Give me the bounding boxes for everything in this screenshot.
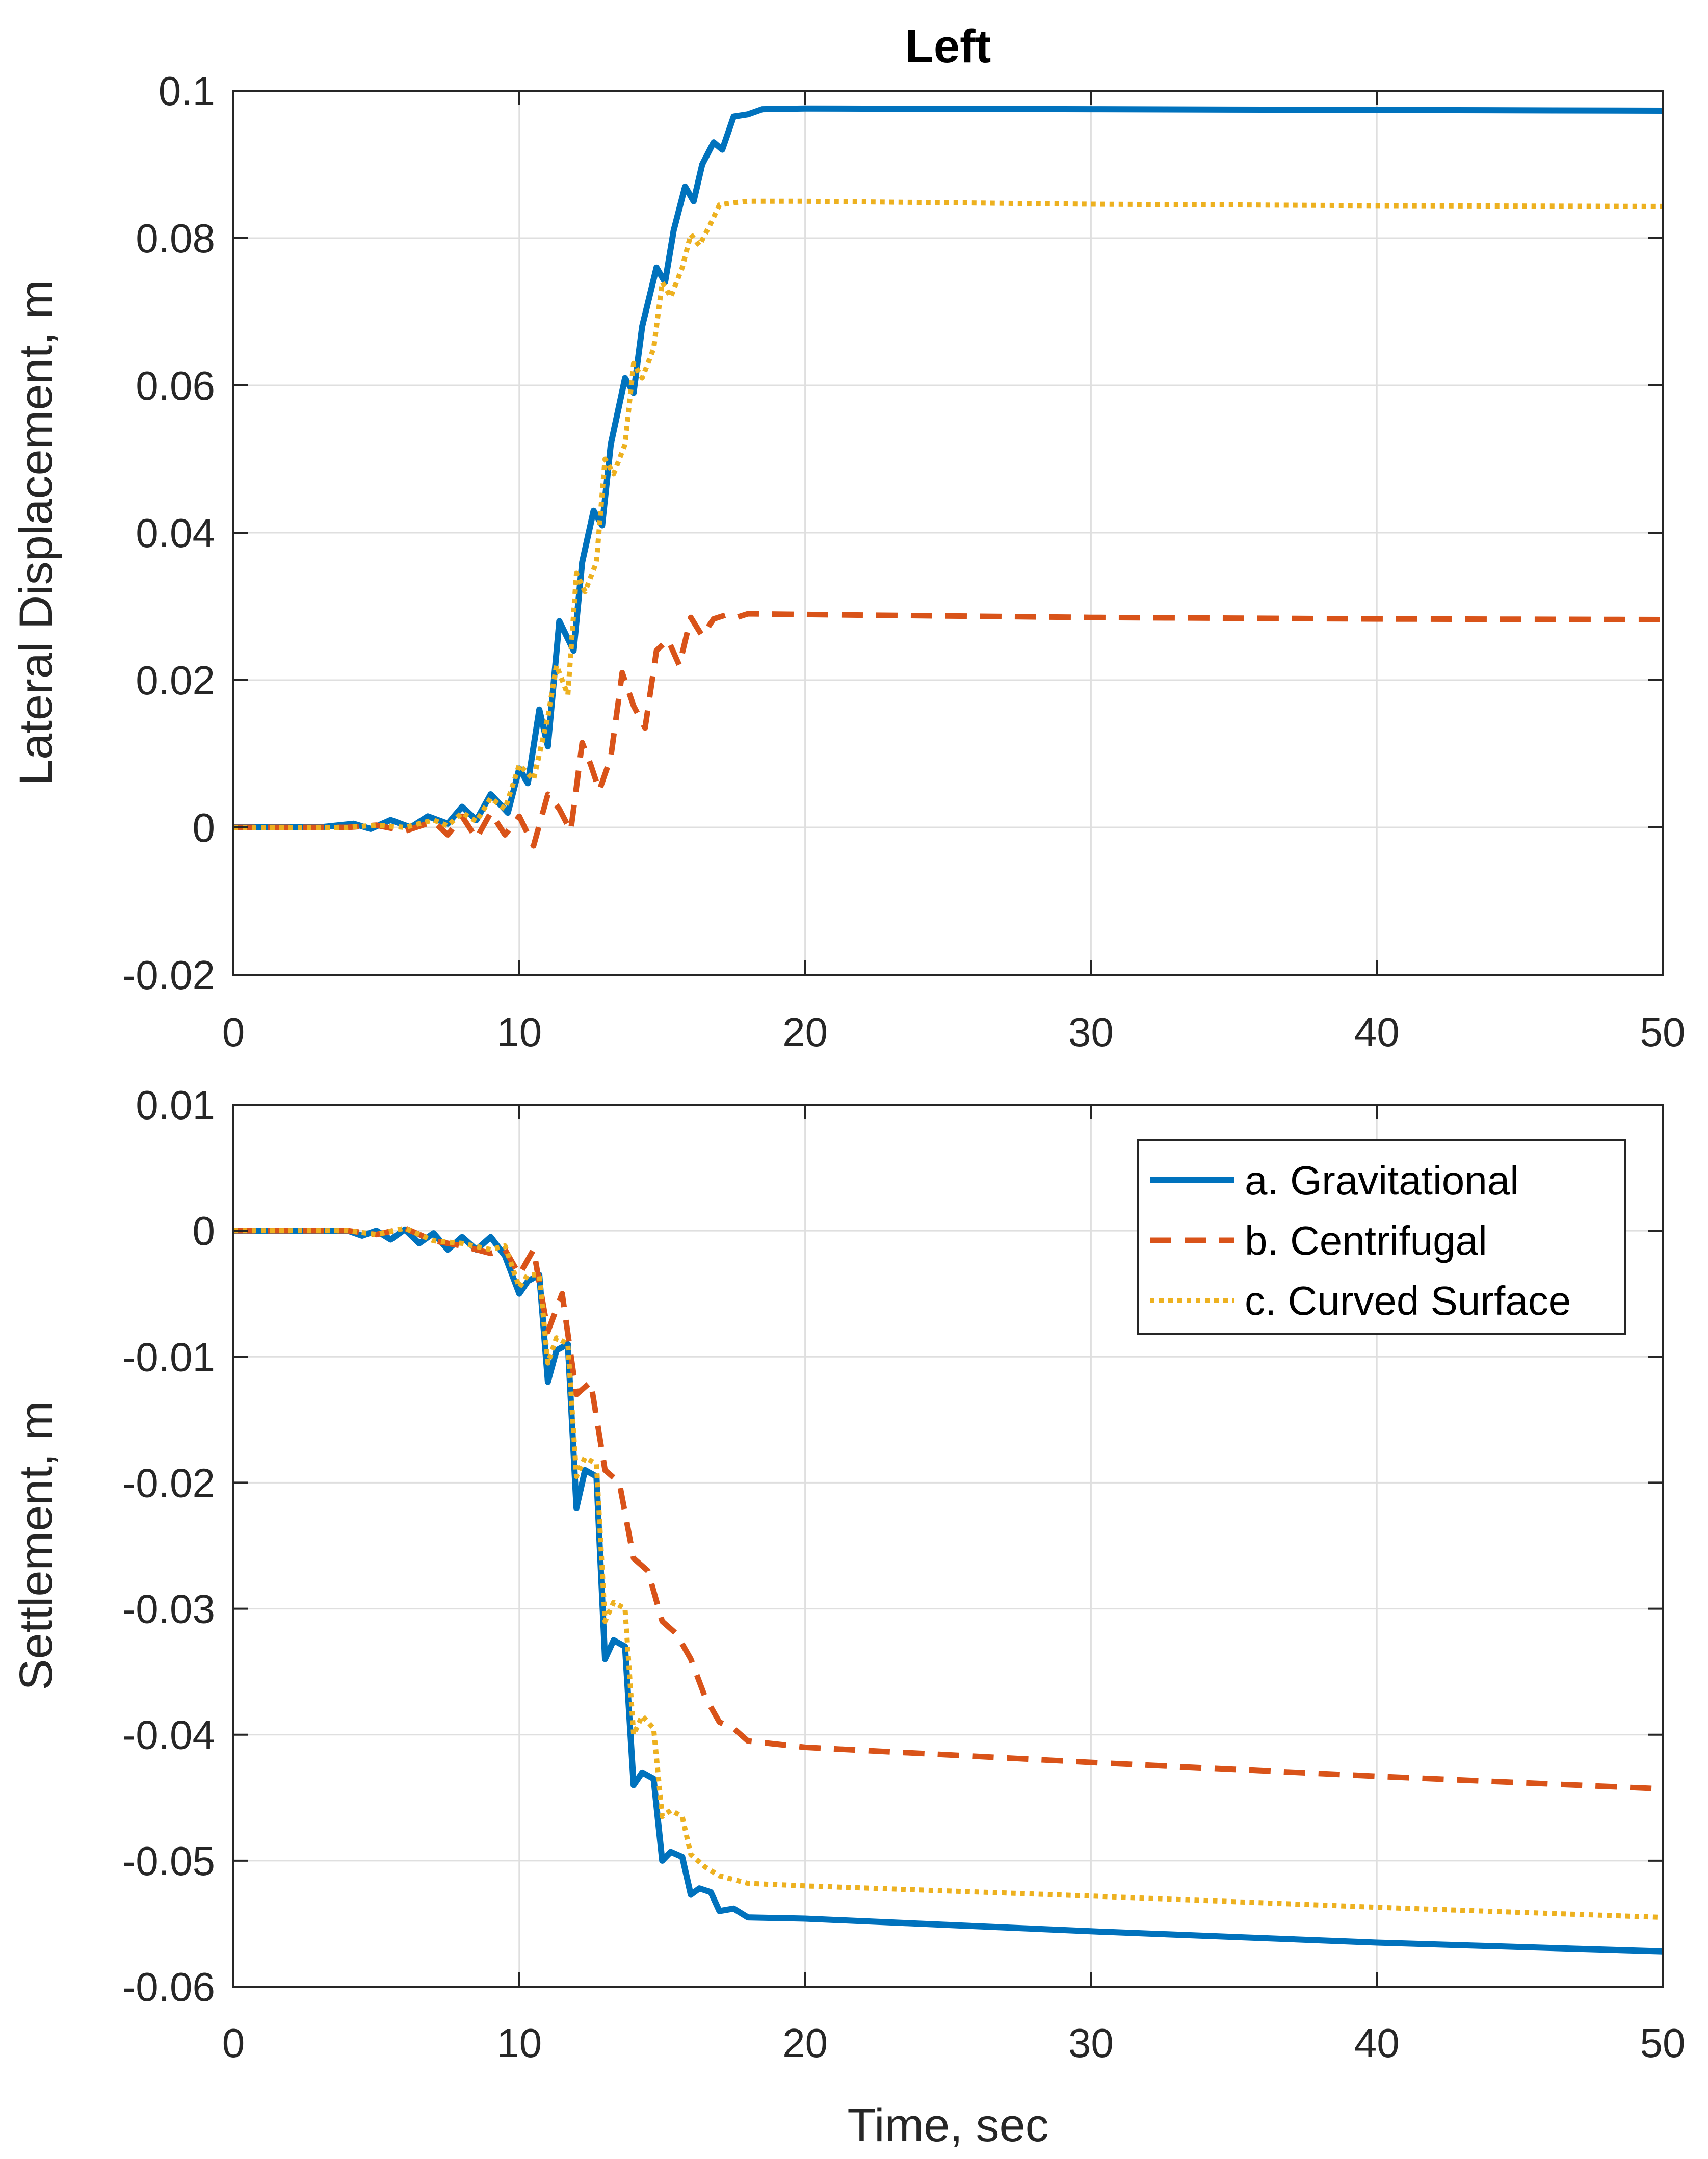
- settlement-plot: 0 10 20 30 40 50 -0.06 -0.05 -0.04 -0.03 -0.02 -0.0…: [10, 1082, 1685, 2151]
- y-tick-label: -0.02: [122, 952, 215, 998]
- x-tick-label: 50: [1640, 1009, 1686, 1055]
- y-tick-label: 0.02: [136, 658, 215, 703]
- x-tick-label: 10: [496, 1009, 542, 1055]
- y-tick-label: 0.04: [136, 510, 215, 556]
- series-group: [233, 105, 1663, 849]
- x-tick-label: 0: [222, 2020, 245, 2066]
- series-line-a-gravitational: [233, 105, 1663, 832]
- y-tick-label: -0.02: [122, 1460, 215, 1505]
- y-tick-label: 0: [193, 1208, 216, 1254]
- x-tick-label: 20: [782, 2020, 828, 2066]
- y-tick-label: -0.03: [122, 1586, 215, 1632]
- y-tick-label: 0.1: [159, 68, 215, 114]
- x-tick-label: 20: [782, 1009, 828, 1055]
- series-line-c-curved-surface: [233, 198, 1663, 830]
- legend: a. Gravitational b. Centrifugal c. Curved …: [1137, 1139, 1626, 1335]
- y-tick-label: -0.05: [122, 1838, 215, 1884]
- lateral-displacement-plot: 0 10 20 30 40 50-0.0200.020.040.060.080.1Late…: [10, 68, 1685, 1055]
- series-group: [233, 1225, 1663, 1955]
- y-tick-label: -0.01: [122, 1334, 215, 1380]
- x-tick-label: 30: [1068, 1009, 1114, 1055]
- y-tick-label: -0.06: [122, 1964, 215, 2010]
- series-line-b-centrifugal: [233, 611, 1663, 849]
- x-tick-label: 40: [1354, 1009, 1400, 1055]
- x-tick-label: 40: [1354, 2020, 1400, 2066]
- x-axis-label: Time, sec: [847, 2099, 1048, 2151]
- y-tick-label: 0.01: [136, 1082, 215, 1128]
- x-tick-label: 10: [496, 2020, 542, 2066]
- y-tick-label: -0.04: [122, 1712, 215, 1758]
- legend-box: [1137, 1139, 1626, 1335]
- series-line-c-curved-surface: [233, 1226, 1663, 1920]
- y-tick-label: 0: [193, 805, 216, 850]
- y-tick-label: 0.08: [136, 216, 215, 261]
- figure-title: Left: [905, 20, 991, 72]
- x-tick-label: 50: [1640, 2020, 1686, 2066]
- y-axis-label: Settlement, m: [10, 1401, 62, 1690]
- y-axis-label: Lateral Displacement, m: [10, 280, 62, 786]
- axes-box: [232, 1104, 1664, 1988]
- y-tick-label: 0.06: [136, 363, 215, 408]
- legend-label: b. Centrifugal: [1245, 1218, 1487, 1263]
- series-line-a-gravitational: [233, 1226, 1663, 1955]
- x-tick-label: 0: [222, 1009, 245, 1055]
- legend-label: a. Gravitational: [1245, 1158, 1519, 1203]
- legend-label: c. Curved Surface: [1245, 1278, 1571, 1323]
- grid: [232, 90, 1664, 976]
- x-tick-label: 30: [1068, 2020, 1114, 2066]
